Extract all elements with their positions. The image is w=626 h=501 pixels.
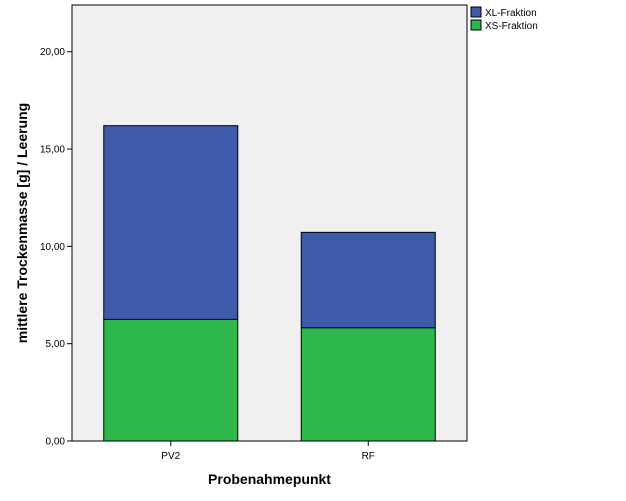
y-tick-label: 5,00 — [46, 339, 66, 350]
y-axis: 0,00 5,00 10,00 15,00 20,00 — [40, 47, 72, 448]
bar-segment-rf-xl-fraktion — [300, 231, 436, 329]
legend-label-xs-fraktion: XS-Fraktion — [485, 21, 538, 32]
bars-group — [103, 125, 436, 442]
y-tick-label: 20,00 — [40, 47, 65, 58]
y-tick-label: 15,00 — [40, 145, 65, 156]
y-tick-label: 10,00 — [40, 242, 65, 253]
x-tick-label: PV2 — [161, 451, 180, 462]
bar-segment-pv2-xs-fraktion — [103, 318, 239, 442]
legend-swatch-xs-fraktion — [470, 19, 482, 31]
bar-segment-pv2-xl-fraktion — [103, 125, 239, 320]
x-tick-label: RF — [362, 451, 375, 462]
x-axis: PV2 RF — [161, 441, 375, 462]
x-axis-title: Probenahmepunkt — [208, 471, 331, 487]
y-tick-label: 0,00 — [46, 437, 66, 448]
y-axis-title: mittlere Trockenmasse [g] / Leerung — [14, 103, 30, 343]
legend: XL-Fraktion XS-Fraktion — [470, 6, 538, 32]
legend-swatch-xl-fraktion — [470, 6, 482, 18]
bar-segment-rf-xs-fraktion — [300, 327, 436, 442]
legend-label-xl-fraktion: XL-Fraktion — [485, 8, 537, 19]
